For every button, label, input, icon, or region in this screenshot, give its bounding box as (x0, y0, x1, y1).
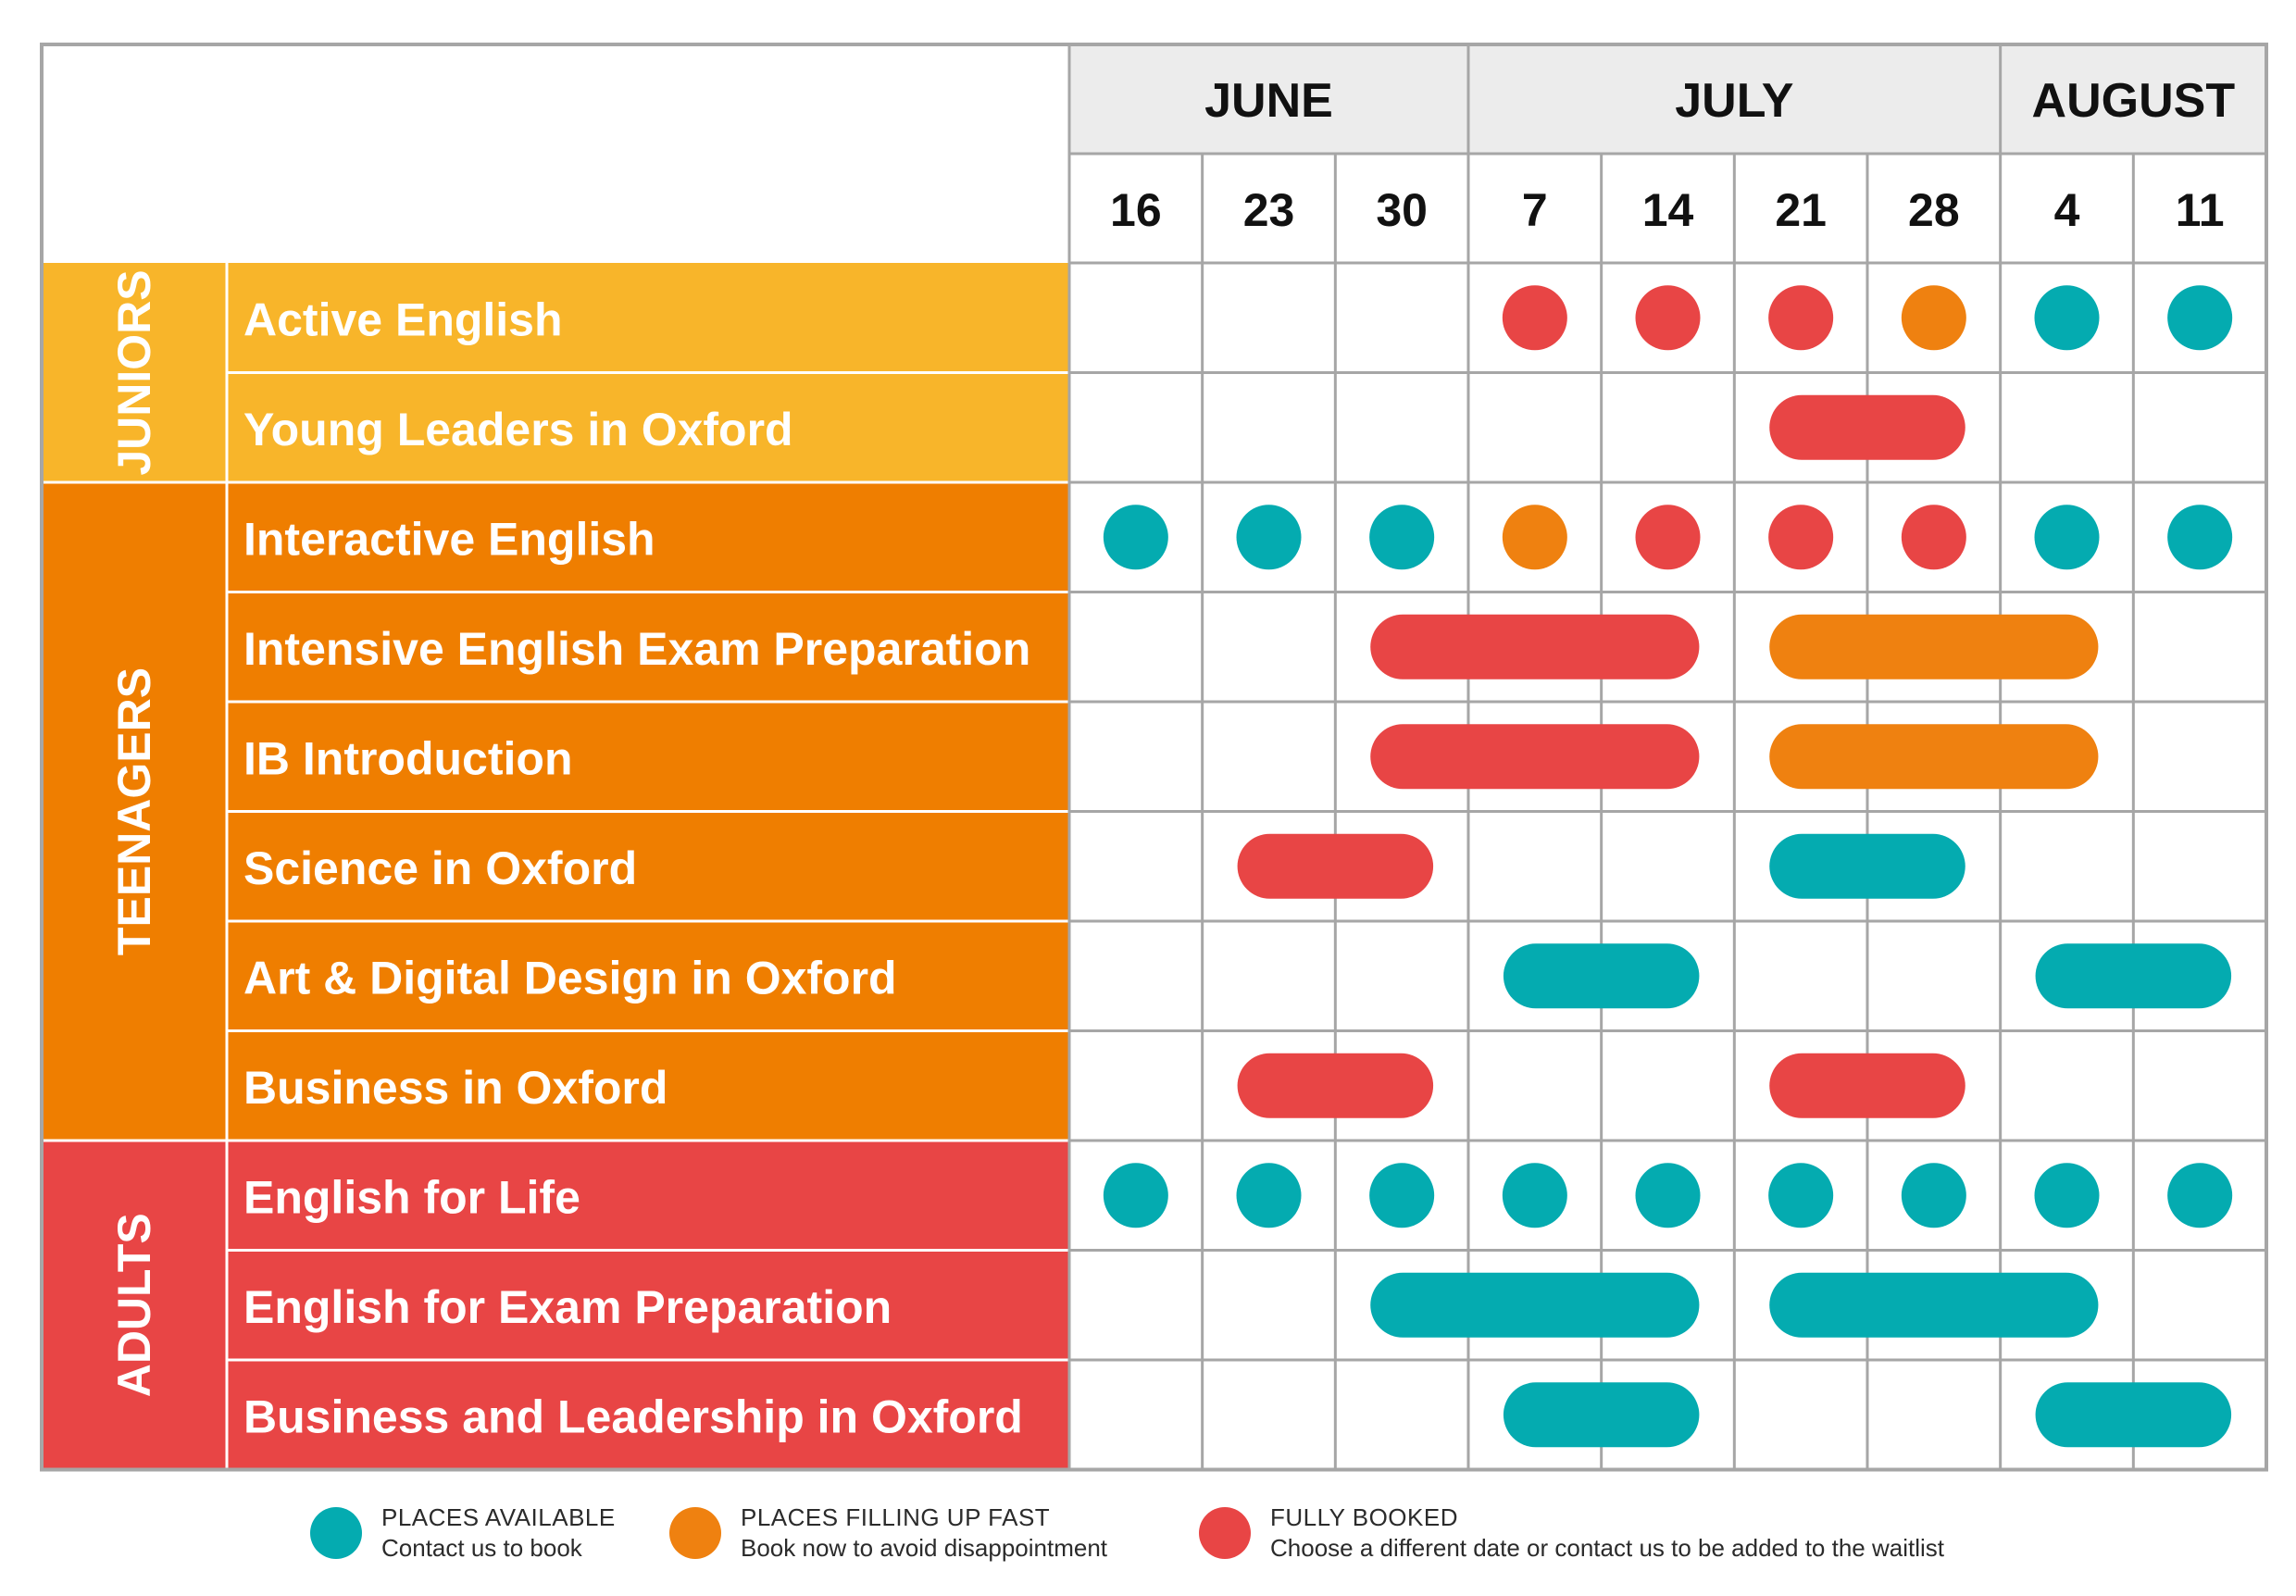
legend-available-subtitle: Contact us to book (381, 1534, 582, 1562)
week-label: 23 (1243, 184, 1295, 236)
course-name: Art & Digital Design in Oxford (243, 952, 897, 1004)
week-label: 28 (1908, 184, 1960, 236)
availability-dot-booked (1901, 505, 1966, 570)
course-name: IB Introduction (243, 732, 573, 784)
week-label: 21 (1775, 184, 1827, 236)
month-label: JULY (1675, 74, 1793, 128)
course-name: English for Exam Preparation (243, 1281, 892, 1333)
week-label: 14 (1642, 184, 1694, 236)
legend-filling-subtitle: Book now to avoid disappointment (741, 1534, 1108, 1562)
availability-dot-filling (1502, 505, 1567, 570)
filling-dot-icon (669, 1507, 721, 1559)
availability-dot-available (1236, 1163, 1302, 1228)
availability-dot-available (2034, 505, 2100, 570)
availability-bar-filling (1769, 724, 2099, 790)
availability-bar-available (2035, 1382, 2232, 1448)
course-name: Business in Oxford (243, 1062, 668, 1114)
availability-dot-filling (1901, 285, 1966, 351)
group-label: ADULTS (108, 1213, 160, 1397)
availability-dot-available (1768, 1163, 1834, 1228)
legend-filling-title: PLACES FILLING UP FAST (741, 1503, 1051, 1531)
legend-available-title: PLACES AVAILABLE (381, 1503, 616, 1531)
month-header-bg (1069, 44, 2266, 154)
course-name: Interactive English (243, 513, 655, 565)
availability-bar-available (1769, 1272, 2099, 1338)
availability-dot-available (1236, 505, 1302, 570)
course-name: English for Life (243, 1171, 580, 1223)
available-dot-icon (310, 1507, 362, 1559)
course-name: Science in Oxford (243, 842, 637, 894)
course-name: Young Leaders in Oxford (243, 404, 793, 455)
availability-dot-available (2167, 505, 2233, 570)
availability-bar-booked (1769, 394, 1965, 460)
availability-bar-booked (1370, 614, 1700, 680)
availability-dot-available (2167, 1163, 2233, 1228)
table-border (40, 43, 2268, 1472)
availability-bar-booked (1237, 833, 1434, 899)
availability-dot-available (2167, 285, 2233, 351)
availability-dot-available (1502, 1163, 1567, 1228)
availability-dot-available (2034, 1163, 2100, 1228)
availability-dot-available (2034, 285, 2100, 351)
booked-dot-icon (1199, 1507, 1251, 1559)
availability-bar-available (1370, 1272, 1700, 1338)
week-label: 30 (1376, 184, 1428, 236)
legend-booked-title: FULLY BOOKED (1270, 1503, 1458, 1531)
availability-bar-booked (1769, 1053, 1965, 1118)
month-label: JUNE (1204, 74, 1333, 128)
group-band-adults (42, 1141, 1069, 1470)
course-name: Intensive English Exam Preparation (243, 623, 1030, 675)
availability-dot-booked (1635, 285, 1701, 351)
availability-bar-booked (1370, 724, 1700, 790)
availability-dot-available (1901, 1163, 1966, 1228)
course-name: Active English (243, 293, 563, 345)
availability-bar-available (1503, 943, 1700, 1009)
week-label: 7 (1522, 184, 1548, 236)
availability-dot-booked (1502, 285, 1567, 351)
availability-dot-available (1369, 1163, 1435, 1228)
availability-bar-available (1503, 1382, 1700, 1448)
group-label: JUNIORS (108, 269, 160, 475)
availability-dot-available (1369, 505, 1435, 570)
availability-bar-booked (1237, 1053, 1434, 1118)
availability-bar-available (2035, 943, 2232, 1009)
legend-booked-subtitle: Choose a different date or contact us to… (1270, 1534, 1944, 1562)
availability-dot-booked (1768, 505, 1834, 570)
availability-dot-available (1103, 1163, 1168, 1228)
week-label: 16 (1110, 184, 1162, 236)
course-name: Business and Leadership in Oxford (243, 1390, 1023, 1442)
month-label: AUGUST (2032, 74, 2236, 128)
week-label: 4 (2054, 184, 2080, 236)
availability-bar-available (1769, 833, 1965, 899)
week-label: 11 (2176, 184, 2225, 236)
availability-bar-filling (1769, 614, 2099, 680)
availability-dot-booked (1768, 285, 1834, 351)
availability-dot-available (1635, 1163, 1701, 1228)
availability-dot-booked (1635, 505, 1701, 570)
group-label: TEENAGERS (108, 667, 160, 955)
availability-dot-available (1103, 505, 1168, 570)
